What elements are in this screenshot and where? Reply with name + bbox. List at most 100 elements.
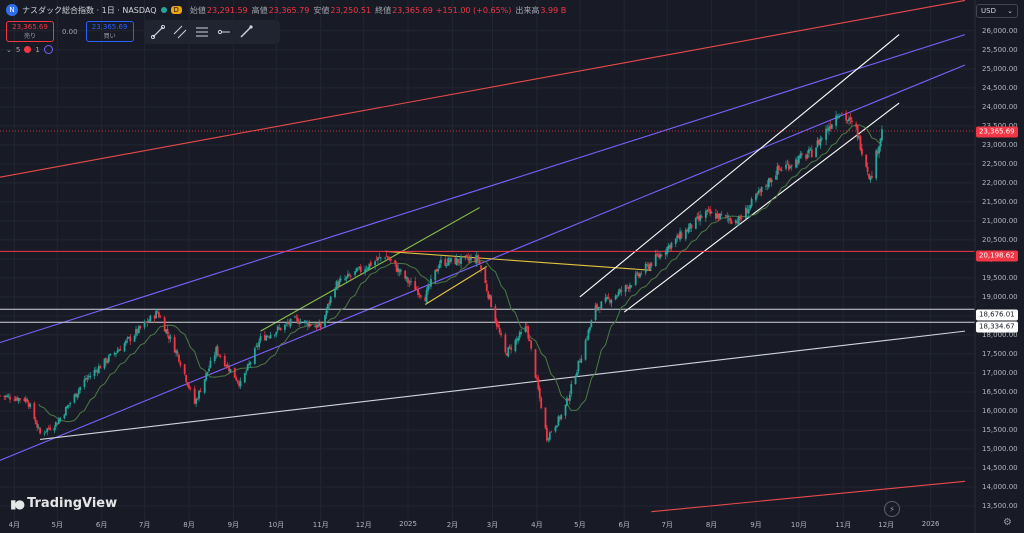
candle-body: [374, 261, 377, 266]
candle-body: [878, 146, 880, 154]
candle-body: [123, 343, 126, 352]
candle-body: [315, 325, 318, 329]
candle-body: [624, 285, 627, 293]
fib-tool-icon[interactable]: [194, 24, 210, 40]
candle-body: [85, 378, 87, 380]
trend-line-tool-icon[interactable]: [150, 24, 166, 40]
currency-selector[interactable]: USD ⌄: [976, 4, 1018, 18]
candle-body: [659, 254, 661, 259]
candle-body: [540, 397, 543, 409]
candle-body: [377, 257, 379, 260]
price-tick-label: 16,000.00: [982, 406, 1018, 415]
candle-body: [609, 299, 611, 303]
price-tick-label: 13,500.00: [982, 501, 1018, 510]
candle-body: [835, 115, 838, 126]
candle-body: [775, 175, 777, 180]
chevron-down-icon[interactable]: ⌄: [6, 45, 12, 54]
trend-line[interactable]: [424, 266, 488, 305]
horizontal-ray-tool-icon[interactable]: [216, 24, 232, 40]
candle-body: [737, 216, 740, 225]
candle-body: [497, 325, 500, 328]
trend-line[interactable]: [40, 330, 966, 441]
candle-body: [165, 329, 167, 333]
price-tick-label: 20,500.00: [982, 235, 1018, 244]
candle-body: [259, 335, 262, 341]
candle-body: [786, 163, 789, 165]
candle-body: [514, 340, 517, 352]
candle-body: [587, 329, 590, 340]
indicator-count[interactable]: 5: [15, 45, 21, 54]
trend-line[interactable]: [579, 34, 900, 298]
sell-button[interactable]: 23,365.69 売り: [6, 21, 54, 42]
lightning-icon[interactable]: ⚡: [884, 501, 900, 517]
candle-body: [709, 209, 712, 214]
interval-badge[interactable]: D: [170, 6, 182, 14]
candle-body: [318, 322, 321, 327]
candle-body: [357, 268, 359, 270]
trend-line[interactable]: [385, 250, 652, 271]
horizontal-levels[interactable]: [0, 130, 975, 323]
trend-line[interactable]: [0, 34, 966, 344]
parallel-channel-tool-icon[interactable]: [172, 24, 188, 40]
candle-body: [875, 150, 878, 179]
nasdaq-logo-icon[interactable]: N: [6, 4, 18, 16]
watermark-text: TradingView: [27, 496, 118, 511]
candle-body: [4, 395, 7, 397]
trend-line[interactable]: [651, 480, 966, 513]
gear-icon[interactable]: ⚙: [1003, 517, 1012, 528]
candle-body: [438, 264, 441, 268]
trend-line[interactable]: [0, 0, 966, 178]
candle-body: [505, 353, 508, 356]
candle-body: [133, 335, 136, 342]
candle-body: [818, 139, 820, 145]
candle-body: [547, 438, 550, 440]
candle-body: [640, 273, 643, 275]
candle-body: [375, 259, 378, 261]
brush-tool-icon[interactable]: [238, 24, 254, 40]
time-tick-label: 3月: [486, 521, 499, 529]
replay-icon[interactable]: [43, 45, 53, 54]
candle-body: [209, 360, 212, 368]
level-badge-18334: 18,334.67: [976, 321, 1018, 333]
candle-body: [629, 285, 631, 289]
candle-body: [720, 213, 723, 215]
candle-body: [319, 324, 322, 328]
candle-body: [498, 327, 501, 333]
price-tick-label: 26,000.00: [982, 26, 1018, 35]
candle-body: [16, 397, 19, 401]
trend-line[interactable]: [260, 207, 480, 332]
candle-body: [524, 326, 527, 332]
candle-body: [146, 320, 149, 323]
buy-button[interactable]: 23,365.69 買い: [85, 21, 134, 42]
symbol-title[interactable]: ナスダック総合指数 · 1日 · NASDAQ: [22, 5, 157, 15]
alert-icon[interactable]: [24, 46, 32, 53]
candle-body: [726, 215, 729, 218]
candle-body: [755, 194, 757, 201]
candle-body: [418, 293, 421, 295]
candle-body: [358, 266, 361, 269]
price-tick-label: 21,000.00: [982, 216, 1018, 225]
candle-body: [484, 268, 487, 284]
candle-body: [584, 340, 587, 360]
candle-body: [404, 270, 407, 279]
candle-body: [789, 166, 792, 169]
candle-body: [699, 215, 702, 221]
trend-line[interactable]: [623, 102, 900, 313]
grid: [0, 0, 975, 525]
price-tick-label: 24,500.00: [982, 83, 1018, 92]
candle-body: [669, 244, 671, 250]
candle-body: [504, 334, 507, 353]
candle-body: [253, 348, 256, 364]
candle-body: [676, 235, 679, 239]
sell-price: 23,365.69: [12, 22, 48, 31]
candle-body: [33, 402, 36, 419]
candle-body: [354, 271, 356, 275]
candle-body: [828, 127, 830, 132]
candle-body: [735, 220, 737, 224]
candle-body: [447, 258, 450, 266]
candle-body: [116, 350, 119, 353]
order-panel: 23,365.69 売り 0.00 23,365.69 買い: [6, 21, 134, 42]
candle-body: [845, 112, 848, 121]
price-tick-label: 21,500.00: [982, 197, 1018, 206]
